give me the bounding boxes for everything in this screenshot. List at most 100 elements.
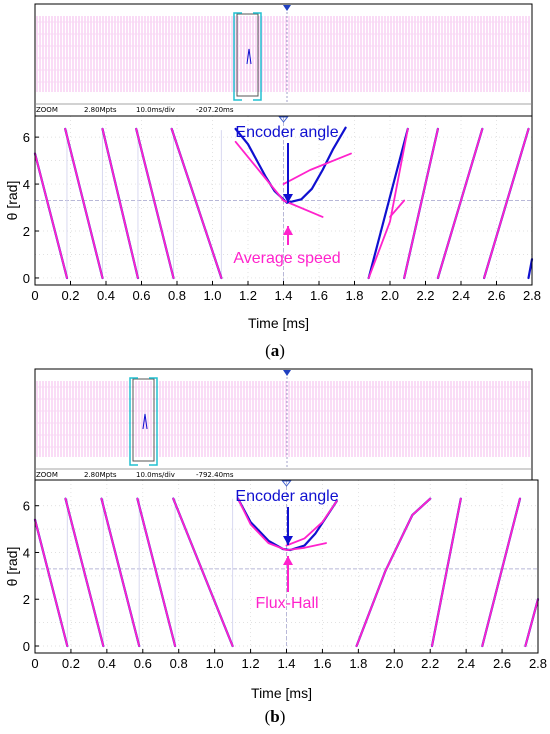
- y-tick-label: 2: [23, 224, 30, 239]
- overview-waveform: [36, 16, 530, 92]
- x-tick-label: 0.2: [61, 288, 79, 303]
- encoder-segment-10: [527, 258, 534, 280]
- x-tick-label: 0: [31, 288, 38, 303]
- trigger-marker-icon: [283, 5, 291, 11]
- zoom-bracket-right: [149, 377, 158, 466]
- overview-points-label: 2.80Mpts: [84, 106, 117, 114]
- series-estimate: [34, 497, 539, 647]
- estimate-segment-6: [285, 500, 338, 547]
- x-tick-label: 1.2: [239, 288, 257, 303]
- encoder-segment-5: [234, 126, 347, 204]
- estimate-segment-6: [282, 152, 352, 185]
- annotation-arrow-head: [283, 556, 293, 565]
- estimate-annotation: Flux-Hall: [255, 595, 318, 612]
- x-tick-label: 0.2: [62, 656, 80, 671]
- x-tick-label: 2.8: [529, 656, 547, 671]
- y-axis-label: θ [rad]: [4, 547, 20, 587]
- estimate-segment-10: [524, 598, 539, 647]
- x-tick-label: 2.6: [487, 288, 505, 303]
- x-tick-label: 0: [31, 656, 38, 671]
- overview-points-label: 2.80Mpts: [84, 471, 117, 479]
- estimate-segment-2: [101, 128, 139, 279]
- estimate-segment-2: [100, 497, 141, 647]
- cursor-marker-icon: [281, 480, 292, 487]
- annotation-arrow-head: [283, 194, 293, 203]
- y-tick-label: 4: [23, 545, 30, 560]
- overview-timebase-label: 10.0ms/div: [136, 471, 175, 479]
- panel-caption: (b): [265, 707, 286, 726]
- chart-panel-a: 0 0.2 0.4 0.6 0.8 1.0 1.2 1.4 1.6 1.8 2.0 2.2 2.4 2.6…: [4, 115, 541, 360]
- series-estimate: [34, 128, 530, 279]
- x-tick-label: 1.8: [345, 288, 363, 303]
- trigger-marker-icon: [283, 370, 291, 376]
- x-tick-label: 2.8: [523, 288, 541, 303]
- overview-offset-label: -792.40ms: [196, 471, 234, 479]
- x-tick-label: 0.8: [170, 656, 188, 671]
- zoom-window-trace: [142, 413, 148, 430]
- x-tick-label: 0.4: [98, 656, 116, 671]
- wrap-jump-lines: [66, 130, 222, 278]
- x-tick-label: 0.4: [97, 288, 115, 303]
- estimate-segment-4: [172, 497, 234, 647]
- overview-waveform: [36, 381, 530, 457]
- annotation-arrow-head: [283, 226, 293, 235]
- x-tick-label: 2.0: [381, 288, 399, 303]
- annotation-arrow-head: [283, 536, 293, 545]
- encoder-angle-annotation: Encoder angle: [235, 124, 338, 141]
- x-tick-label: 1.0: [203, 288, 221, 303]
- y-tick-label: 4: [23, 177, 30, 192]
- x-tick-label: 2.6: [493, 656, 511, 671]
- overview-timebase-label: 10.0ms/div: [136, 106, 175, 114]
- overview-mode-label: ZOOM: [36, 106, 58, 114]
- zoom-window-box: [236, 13, 259, 97]
- estimate-segment-1: [64, 128, 104, 279]
- encoder-segment-6: [367, 127, 409, 280]
- chart-panel-b: 0 0.2 0.4 0.6 0.8 1.0 1.2 1.4 1.6 1.8 2.0 2.2 2.4 2.6…: [4, 479, 547, 726]
- y-tick-label: 6: [23, 499, 30, 514]
- x-tick-label: 2.0: [385, 656, 403, 671]
- x-axis-label: Time [ms]: [248, 315, 309, 331]
- zoom-bracket-left: [233, 12, 242, 101]
- estimate-segment-5: [237, 497, 327, 551]
- overview-panel-a: ZOOM 2.80Mpts 10.0ms/div -207.20ms: [34, 3, 533, 117]
- zoom-window-box: [132, 378, 155, 462]
- y-tick-label: 2: [23, 592, 30, 607]
- x-tick-label: 2.2: [416, 288, 434, 303]
- x-tick-label: 0.6: [132, 288, 150, 303]
- y-axis-label: θ [rad]: [4, 181, 20, 221]
- estimate-segment-3: [136, 497, 176, 647]
- y-tick-label: 0: [23, 271, 30, 286]
- x-tick-label: 2.4: [457, 656, 475, 671]
- estimate-segment-4: [170, 128, 223, 279]
- estimate-annotation: Average speed: [233, 250, 340, 267]
- cursor-marker-icon: [278, 116, 289, 123]
- x-tick-label: 1.6: [310, 288, 328, 303]
- x-tick-label: 0.8: [168, 288, 186, 303]
- x-tick-label: 1.0: [206, 656, 224, 671]
- x-tick-label: 2.2: [421, 656, 439, 671]
- x-axis-label: Time [ms]: [251, 685, 312, 701]
- zoom-bracket-right: [253, 12, 262, 101]
- overview-offset-label: -207.20ms: [196, 106, 234, 114]
- estimate-segment-11: [483, 128, 530, 279]
- estimate-segment-1: [64, 497, 105, 647]
- x-tick-label: 2.4: [452, 288, 470, 303]
- estimate-segment-3: [135, 128, 175, 279]
- wrap-jump-lines: [66, 498, 234, 646]
- panel-caption: (a): [265, 341, 285, 360]
- x-tick-label: 1.8: [349, 656, 367, 671]
- estimate-segment-0: [34, 152, 68, 279]
- estimate-segment-8: [389, 199, 406, 218]
- x-tick-label: 1.2: [242, 656, 260, 671]
- y-tick-label: 0: [23, 639, 30, 654]
- estimate-segment-0: [34, 518, 69, 647]
- estimate-segment-10: [437, 128, 484, 279]
- zoom-window-trace: [246, 48, 252, 65]
- y-tick-label: 6: [23, 130, 30, 145]
- estimate-segment-9: [481, 497, 521, 647]
- x-tick-label: 1.4: [277, 656, 295, 671]
- zoom-bracket-left: [129, 377, 138, 466]
- x-tick-label: 0.6: [134, 656, 152, 671]
